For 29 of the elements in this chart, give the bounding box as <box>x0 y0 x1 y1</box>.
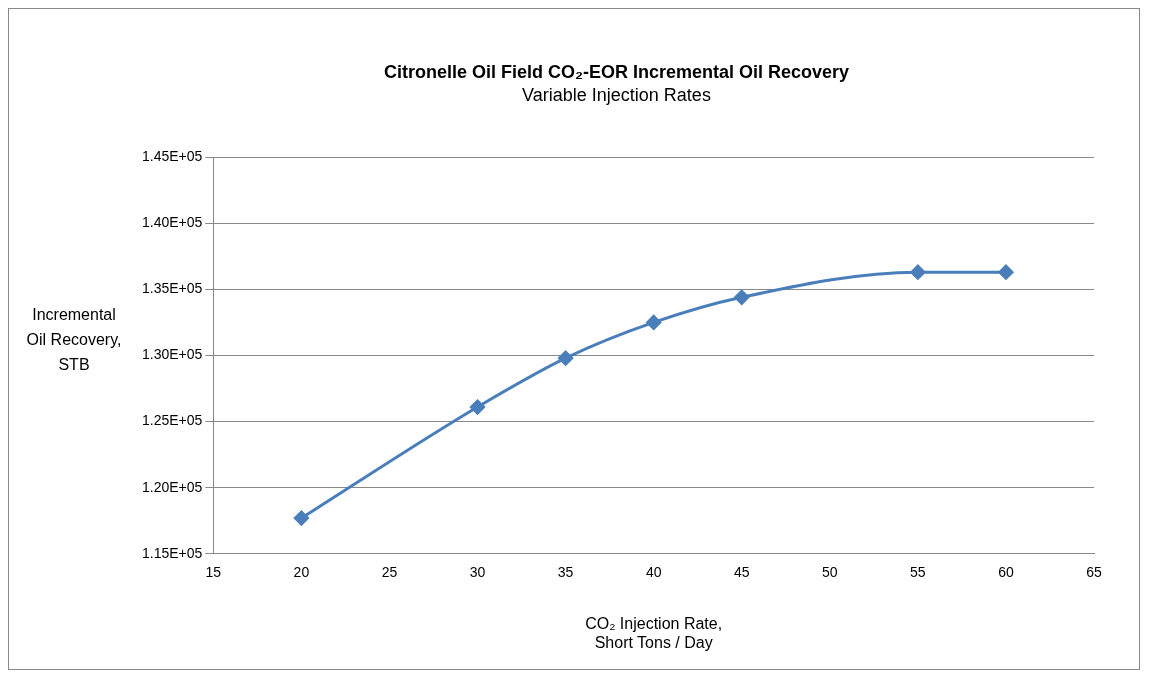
point <box>998 264 1014 280</box>
x-tick-label: 15 <box>205 563 222 580</box>
x-tick-label: 25 <box>381 563 398 580</box>
x-tick-label: 30 <box>469 563 486 580</box>
y-tick-label: 1.40E+05 <box>141 213 203 230</box>
x-tick-label: 65 <box>1086 563 1102 580</box>
x-tick-label: 55 <box>910 563 926 580</box>
x-tick-label: 60 <box>998 563 1014 580</box>
y-tick-label: 1.15E+05 <box>141 544 203 561</box>
chart-subtitle: Variable Injection Rates <box>522 84 711 105</box>
x-tick-label: 45 <box>733 563 750 580</box>
y-tick-label: 1.35E+05 <box>141 279 203 296</box>
point <box>910 264 926 280</box>
x-tick-label: 20 <box>293 563 310 580</box>
y-tick-label: 1.30E+05 <box>141 345 203 362</box>
point <box>470 399 486 415</box>
y-tick-label: 1.45E+05 <box>141 147 203 164</box>
x-tick-label: 40 <box>645 563 662 580</box>
point <box>293 510 309 526</box>
x-tick-label: 50 <box>822 563 838 580</box>
y-tick-label: 1.20E+05 <box>141 478 203 495</box>
y-axis-title: Incremental Oil Recovery, STB <box>25 304 123 375</box>
x-tick-label: 35 <box>557 563 574 580</box>
x-axis-title: CO₂ Injection Rate, Short Tons / Day <box>585 614 723 651</box>
point <box>558 350 574 366</box>
point <box>646 314 662 330</box>
y-tick-label: 1.25E+05 <box>141 411 203 428</box>
chart-title: Citronelle Oil Field CO₂-EOR Incremental Oil Recovery <box>383 61 850 82</box>
point <box>734 289 750 305</box>
